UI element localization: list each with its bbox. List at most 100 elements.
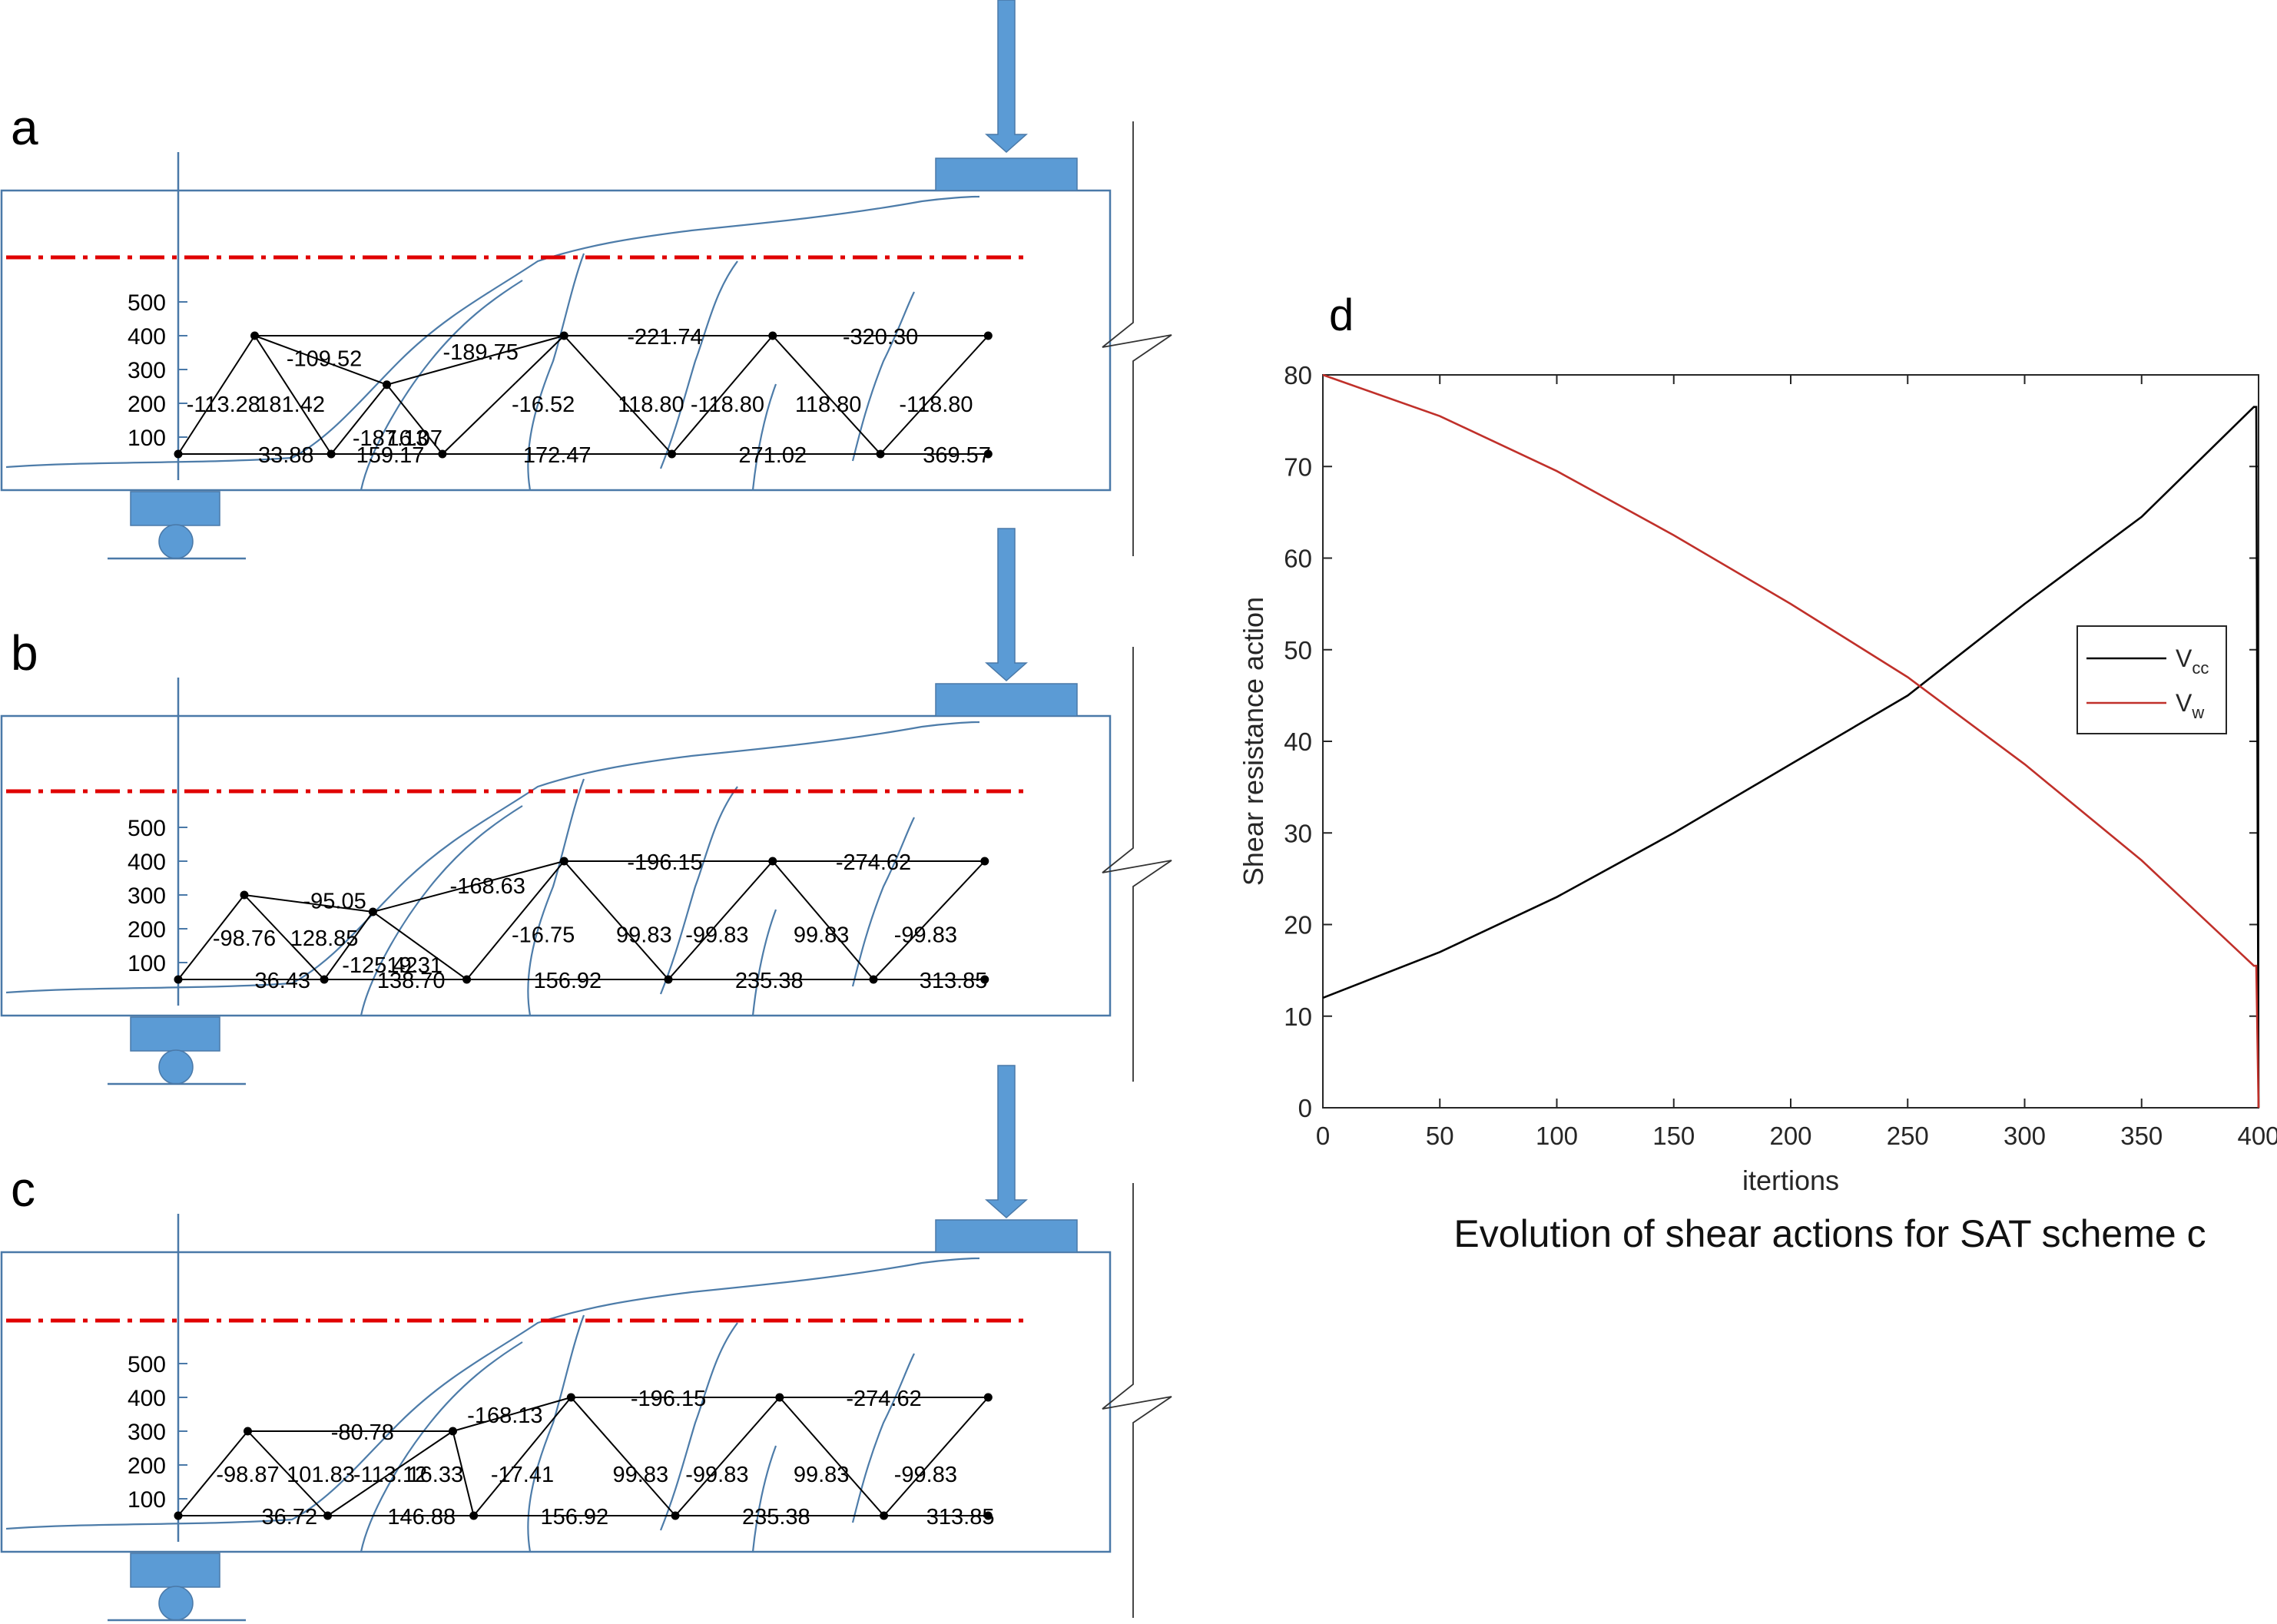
y-tick-label: 200: [128, 1453, 166, 1479]
y-axis-label: Shear resistance action: [1238, 597, 1269, 886]
load-plate: [935, 157, 1078, 191]
roller-support-icon: [158, 1049, 194, 1085]
member-force-label: 172.47: [523, 443, 592, 468]
x-tick-label: 200: [1769, 1122, 1811, 1150]
truss-node: [566, 1393, 575, 1402]
truss-member: [177, 335, 256, 455]
y-tick-label: 0: [1298, 1094, 1312, 1122]
x-tick-label: 100: [1536, 1122, 1578, 1150]
member-force-label: 146.88: [387, 1505, 456, 1530]
y-tick-label: 30: [1284, 819, 1312, 847]
member-force-label: 313.85: [926, 1505, 995, 1530]
y-tick-label: 400: [128, 1386, 166, 1411]
y-tick-label: 70: [1284, 452, 1312, 481]
member-force-label: 19.31: [386, 953, 442, 978]
panel-letter: b: [11, 625, 38, 681]
truss-node: [768, 857, 777, 866]
truss-node: [244, 1427, 252, 1436]
y-tick-label: 40: [1284, 727, 1312, 756]
truss-node: [469, 1511, 479, 1520]
truss-member: [570, 1397, 676, 1516]
member-force-label: -187.13: [353, 426, 428, 451]
y-tick-label: 300: [128, 883, 166, 909]
member-force-label: 118.80: [795, 393, 862, 417]
truss-node: [775, 1393, 784, 1402]
truss-node: [983, 449, 993, 459]
member-force-label: -118.80: [899, 393, 973, 417]
truss-member: [386, 384, 443, 455]
truss-node: [876, 449, 885, 459]
truss-node: [174, 975, 183, 984]
truss-member: [452, 1397, 572, 1432]
member-force-label: -99.83: [894, 1463, 957, 1487]
truss-member: [772, 335, 881, 455]
y-tick-label: 500: [128, 816, 166, 841]
truss-node: [983, 1511, 993, 1520]
crack-line: [851, 291, 915, 462]
y-tick-label: 200: [128, 917, 166, 943]
truss-member: [177, 1430, 249, 1516]
member-force-label: 33.88: [258, 443, 314, 468]
y-tick-label: 80: [1284, 361, 1312, 389]
member-force-label: -125.42: [342, 953, 417, 978]
member-force-label: -16.52: [512, 393, 575, 417]
y-tick-label: 500: [128, 290, 166, 316]
member-force-label: 16.33: [408, 1463, 464, 1487]
truss-node: [438, 449, 447, 459]
crack-line: [751, 909, 777, 1016]
member-force-label: -118.80: [691, 393, 764, 417]
y-tick-label: 100: [128, 951, 166, 976]
member-force-label: 181.42: [257, 393, 325, 417]
truss-member: [674, 1397, 781, 1516]
truss-member: [772, 860, 874, 980]
member-force-label: -196.15: [627, 850, 702, 875]
support-plate: [130, 491, 220, 526]
x-tick-label: 250: [1887, 1122, 1929, 1150]
crack-line: [527, 253, 585, 491]
truss-member: [244, 894, 325, 980]
truss-member: [668, 860, 774, 980]
truss-node: [448, 1427, 457, 1436]
series-line-cc: [1322, 406, 2260, 1109]
crack-line: [851, 817, 915, 987]
member-force-label: 156.92: [540, 1505, 608, 1530]
truss-member: [472, 1397, 572, 1516]
truss-member: [671, 335, 774, 455]
truss-node: [559, 857, 568, 866]
member-force-label: 36.43: [254, 969, 310, 993]
truss-member: [373, 860, 565, 913]
y-tick-label: 400: [128, 850, 166, 875]
truss-node: [768, 331, 777, 340]
y-tick-label: 200: [128, 392, 166, 417]
roller-support-icon: [158, 1586, 194, 1621]
truss-node: [250, 331, 260, 340]
crack-line: [5, 721, 980, 994]
x-tick-label: 50: [1426, 1122, 1454, 1150]
member-force-label: -95.05: [303, 890, 366, 914]
crack-line: [751, 1445, 777, 1553]
panel-b: b 500 400 300 200 100 -98.76 128.85 -95.05 -168.6…: [0, 528, 1172, 1085]
truss-member: [563, 860, 669, 980]
y-tick-label: 400: [128, 324, 166, 350]
member-force-label: -113.28: [187, 393, 260, 417]
member-force-label: -17.41: [491, 1463, 554, 1487]
member-force-label: 156.92: [533, 969, 602, 993]
truss-member: [247, 1430, 329, 1516]
truss-member: [323, 911, 374, 980]
truss-node: [323, 1511, 333, 1520]
truss-node: [869, 975, 878, 984]
roller-support-icon: [158, 524, 194, 559]
crack-line: [5, 195, 980, 469]
member-force-label: -109.52: [287, 347, 362, 372]
truss-node: [383, 380, 391, 389]
y-tick-label: 60: [1284, 545, 1312, 573]
crack-line: [5, 1257, 980, 1530]
member-force-label: -99.83: [894, 923, 957, 948]
crack-line: [659, 786, 738, 995]
truss-member: [330, 384, 388, 455]
member-force-label: 16.07: [386, 426, 442, 451]
truss-node: [559, 331, 568, 340]
truss-member: [466, 860, 565, 980]
